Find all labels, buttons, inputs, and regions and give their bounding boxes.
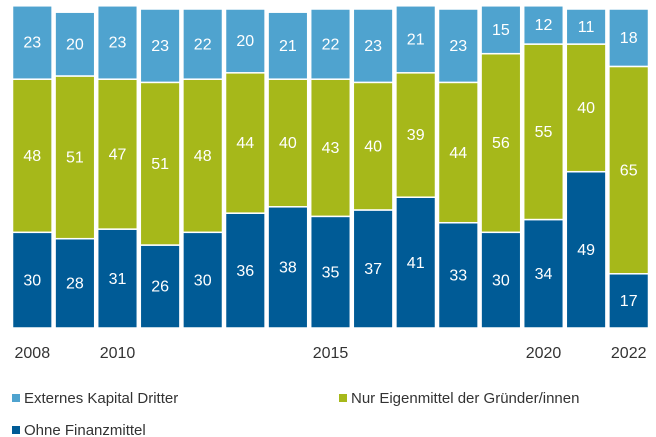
bar-segment — [139, 244, 181, 329]
data-label: 38 — [279, 260, 297, 277]
data-label: 40 — [364, 138, 382, 155]
bar-segment — [608, 8, 650, 68]
legend-swatch — [12, 426, 20, 434]
bar-segment — [96, 5, 139, 80]
bar-segment — [522, 43, 565, 221]
bar-segment — [139, 81, 181, 246]
data-label: 41 — [407, 255, 425, 272]
legend-label: Externes Kapital Dritter — [24, 390, 178, 407]
data-label: 22 — [322, 36, 340, 53]
data-label: 44 — [236, 135, 254, 152]
data-label: 11 — [578, 19, 595, 36]
data-label: 33 — [449, 268, 467, 285]
data-label: 48 — [23, 148, 41, 165]
data-label: 40 — [279, 135, 297, 152]
bar-segment — [11, 5, 53, 80]
data-label: 28 — [66, 276, 84, 293]
data-label: 40 — [577, 100, 595, 117]
data-label: 36 — [236, 263, 254, 280]
data-label: 12 — [535, 17, 553, 34]
data-label: 23 — [109, 35, 127, 52]
data-label: 22 — [194, 36, 212, 53]
bar-segment — [182, 231, 224, 329]
bar-segment — [267, 78, 309, 208]
bar-segment — [224, 212, 266, 329]
data-label: 23 — [23, 35, 41, 52]
bar-segment — [395, 5, 437, 74]
bar-segment — [54, 75, 96, 240]
data-label: 34 — [535, 266, 553, 283]
bar-segment — [437, 81, 479, 224]
bar-segment — [54, 11, 96, 77]
data-label: 49 — [577, 242, 595, 259]
bar-segment — [480, 52, 522, 234]
data-label: 44 — [449, 145, 467, 162]
x-tick-label: 2015 — [313, 345, 349, 362]
bar-segment — [395, 196, 437, 329]
data-label: 39 — [407, 127, 425, 144]
bar-segment — [11, 231, 53, 329]
data-label: 51 — [151, 156, 169, 173]
bar-segment — [437, 8, 479, 84]
legend-swatch — [339, 394, 347, 402]
bar-segment — [309, 78, 352, 218]
bar-segment — [182, 8, 224, 80]
data-label: 51 — [66, 150, 84, 167]
bar-segment — [96, 228, 139, 329]
bar-segment — [395, 72, 437, 198]
data-label: 35 — [322, 264, 340, 281]
data-label: 21 — [407, 32, 425, 49]
bar-segment — [96, 78, 139, 230]
bar-segment — [309, 8, 352, 80]
bar-segment — [224, 8, 266, 74]
x-tick-label: 2010 — [100, 345, 136, 362]
bar-segment — [522, 5, 565, 45]
data-label: 48 — [194, 148, 212, 165]
bar-segment — [139, 8, 181, 84]
x-tick-label: 2022 — [611, 345, 647, 362]
bar-segment — [267, 11, 309, 80]
bar-segment — [565, 8, 607, 45]
data-label: 43 — [322, 140, 340, 157]
bar-segment — [480, 231, 522, 329]
data-label: 47 — [109, 146, 127, 163]
x-tick-label: 2008 — [15, 345, 51, 362]
legend-label: Nur Eigenmittel der Gründer/innen — [351, 390, 579, 407]
data-label: 23 — [364, 38, 382, 55]
data-label: 15 — [492, 22, 510, 39]
data-label: 26 — [151, 279, 169, 296]
data-label: 65 — [620, 162, 638, 179]
data-label: 30 — [194, 272, 212, 289]
bar-segment — [54, 237, 96, 329]
x-tick-label: 2020 — [526, 345, 562, 362]
bar-segment — [352, 209, 394, 329]
bar-segment — [267, 206, 309, 329]
data-label: 31 — [109, 271, 127, 288]
legend-label: Ohne Finanzmittel — [24, 422, 146, 437]
bar-segment — [352, 81, 394, 211]
data-label: 18 — [620, 30, 638, 47]
data-label: 20 — [66, 36, 84, 53]
data-label: 56 — [492, 135, 510, 152]
data-label: 37 — [364, 261, 382, 278]
data-label: 30 — [492, 272, 510, 289]
bar-segment — [480, 5, 522, 55]
legend-swatch — [12, 394, 20, 402]
bar-segment — [11, 78, 53, 234]
data-label: 55 — [535, 124, 553, 141]
data-label: 30 — [23, 272, 41, 289]
data-label: 20 — [236, 33, 254, 50]
data-label: 21 — [279, 38, 297, 55]
bar-segment — [224, 72, 266, 214]
data-label: 17 — [620, 293, 638, 310]
bar-segment — [352, 8, 394, 84]
data-label: 23 — [151, 38, 169, 55]
bar-segment — [565, 43, 607, 173]
data-label: 23 — [449, 38, 467, 55]
